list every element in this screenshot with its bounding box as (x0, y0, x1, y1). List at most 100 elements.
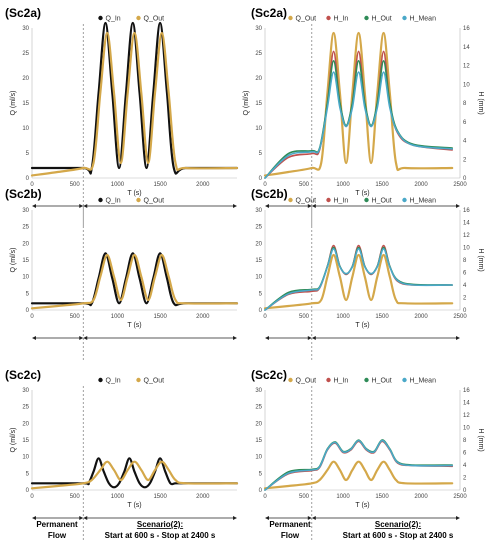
legend-entry: H_Mean (410, 378, 437, 385)
x-tick-label: 2000 (414, 182, 428, 188)
y2-tick-label: 2 (463, 157, 467, 163)
y2-tick-label: 0 (463, 176, 467, 182)
series-line-q-out (263, 31, 454, 177)
x-tick-label: 0 (263, 182, 267, 188)
y2-tick-label: 8 (463, 258, 467, 264)
y-tick-label: 10 (22, 275, 29, 281)
y2-tick-label: 8 (463, 438, 467, 444)
series-line-h-mean (264, 248, 453, 311)
arrow-head-left (311, 516, 316, 520)
y2-tick-label: 16 (463, 388, 470, 394)
x-axis-title: T (s) (127, 322, 141, 329)
panel-sc2c-h: (Sc2c) 0 5 10 15 20 25 30 0 2 4 6 8 10 12 14 16 0 500 1000… (251, 368, 484, 540)
legend-marker (364, 15, 369, 21)
series-line-q-out (30, 460, 239, 490)
y-tick-label: 20 (22, 241, 29, 247)
permanent-flow-line2: Flow (281, 531, 300, 540)
y-axis-title: Q (ml/s) (10, 91, 17, 116)
x-tick-label: 500 (70, 314, 81, 320)
series-line-q-out (30, 31, 239, 177)
x-tick-label: 500 (299, 494, 310, 500)
y-tick-label: 0 (26, 488, 30, 494)
panel-label: (Sc2c) (5, 368, 41, 382)
series-line-h-mean (264, 71, 453, 179)
legend-entry: H_In (334, 378, 349, 385)
panel-sc2c-q: (Sc2c) 0 5 10 15 20 25 30 0 500 1000 1500 2000 T (s)… (5, 368, 239, 540)
y2-tick-label: 10 (463, 426, 470, 432)
y2-tick-label: 12 (463, 233, 470, 239)
y-tick-label: 15 (255, 438, 262, 444)
legend-entry: H_In (334, 16, 349, 23)
y2-axis-title: H (mm) (477, 428, 484, 451)
y-tick-label: 0 (26, 176, 30, 182)
y-tick-label: 0 (259, 308, 263, 314)
arrow-head-left (265, 336, 269, 340)
x-tick-label: 2000 (196, 494, 210, 500)
y-axis-title: Q (ml/s) (10, 248, 17, 273)
legend-entry: Q_Out (296, 16, 317, 23)
x-tick-label: 1000 (336, 494, 350, 500)
x-tick-label: 1500 (375, 182, 389, 188)
x-axis-title: T (s) (355, 190, 369, 197)
y-tick-label: 25 (22, 51, 29, 57)
legend-marker (364, 197, 369, 203)
arrow-head-left (311, 204, 316, 208)
x-tick-label: 500 (299, 182, 310, 188)
y-tick-label: 30 (22, 208, 29, 214)
x-tick-label: 2000 (414, 314, 428, 320)
x-tick-label: 1000 (336, 182, 350, 188)
legend-marker (326, 197, 331, 203)
y2-tick-label: 10 (463, 82, 470, 88)
y-tick-label: 30 (22, 26, 29, 32)
x-tick-label: 500 (70, 182, 81, 188)
arrow-head-right (79, 516, 84, 520)
x-tick-label: 2000 (196, 182, 210, 188)
arrow-head-left (83, 336, 88, 340)
y-axis-title: Q (ml/s) (10, 428, 17, 453)
arrow-head-right (307, 336, 312, 340)
y2-tick-label: 12 (463, 64, 470, 70)
y-tick-label: 15 (255, 258, 262, 264)
y-tick-label: 5 (259, 291, 263, 297)
y-tick-label: 15 (22, 438, 29, 444)
legend-entry: Q_Out (296, 378, 317, 385)
scenario-line1: Scenario(2): (375, 520, 421, 529)
y-tick-label: 30 (255, 208, 262, 214)
legend-marker (402, 15, 407, 21)
y-tick-label: 20 (22, 421, 29, 427)
permanent-flow-line1: Permanent (36, 520, 78, 529)
x-tick-label: 2000 (414, 494, 428, 500)
y-tick-label: 30 (255, 388, 262, 394)
legend-marker (326, 15, 331, 21)
x-tick-label: 1000 (336, 314, 350, 320)
y2-tick-label: 2 (463, 476, 467, 482)
scenario-line2: Start at 600 s - Stop at 2400 s (105, 531, 216, 540)
arrow-head-right (307, 204, 312, 208)
legend-marker (402, 377, 407, 383)
y2-tick-label: 4 (463, 463, 467, 469)
arrow-head-right (456, 204, 460, 208)
legend-marker (98, 197, 103, 203)
arrow-head-right (307, 516, 312, 520)
arrow-head-left (83, 204, 88, 208)
arrow-head-left (32, 204, 36, 208)
y2-tick-label: 0 (463, 488, 467, 494)
y-tick-label: 20 (22, 76, 29, 82)
legend-entry: Q_Out (144, 16, 165, 23)
legend-marker (98, 15, 103, 21)
x-tick-label: 2000 (196, 314, 210, 320)
y2-tick-label: 2 (463, 296, 467, 302)
y-tick-label: 15 (22, 258, 29, 264)
legend-marker (402, 197, 407, 203)
series-line-h-mean (264, 439, 453, 491)
scenario-line2: Start at 600 s - Stop at 2400 s (343, 531, 454, 540)
y-tick-label: 10 (255, 455, 262, 461)
x-tick-label: 2500 (453, 314, 467, 320)
series-line-q-out (30, 253, 239, 310)
panel-label: (Sc2b) (5, 187, 42, 201)
series-line-q-out (263, 460, 454, 490)
legend-entry: Q_Out (296, 198, 317, 205)
arrow-head-right (456, 336, 460, 340)
x-tick-label: 1500 (153, 182, 167, 188)
y2-tick-label: 10 (463, 246, 470, 252)
